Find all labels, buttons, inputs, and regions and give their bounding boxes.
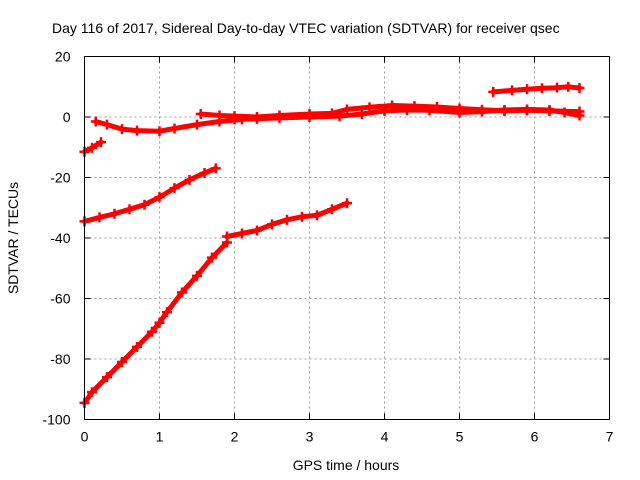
data-point (402, 105, 412, 116)
data-point (90, 116, 101, 127)
chart-title: Day 116 of 2017, Sidereal Day-to-day VTE… (52, 20, 560, 36)
series-arc3 (79, 163, 221, 227)
series-arc7 (229, 104, 585, 125)
ticks (84, 56, 610, 420)
x-tick-label: 7 (606, 429, 614, 445)
data-point (229, 114, 240, 125)
data-point (537, 83, 547, 94)
data-point (252, 113, 262, 124)
series-line (232, 106, 582, 122)
data-point (424, 105, 435, 116)
x-tick-label: 6 (531, 429, 539, 445)
data-point (154, 317, 165, 328)
data-point (342, 198, 352, 209)
data-point (488, 86, 499, 97)
data-point (192, 119, 202, 130)
data-point (132, 341, 142, 352)
series-layer (79, 81, 585, 408)
data-point (117, 124, 127, 135)
data-point (102, 372, 112, 383)
data-point (195, 108, 206, 119)
data-point (214, 110, 225, 121)
data-point (192, 270, 202, 281)
data-point (207, 252, 217, 263)
data-point (87, 142, 97, 153)
data-point (522, 104, 532, 115)
data-point (334, 111, 345, 122)
data-point (454, 107, 465, 118)
y-axis-label: SDTVAR / TECUs (5, 182, 21, 294)
data-point (199, 167, 210, 178)
data-point (379, 105, 390, 116)
x-tick-label: 0 (81, 429, 89, 445)
y-tick-label: -60 (50, 291, 70, 307)
x-tick-label: 3 (306, 429, 314, 445)
y-tick-label: -80 (50, 351, 70, 367)
data-point (574, 82, 585, 93)
y-tick-label: -100 (42, 412, 70, 428)
y-tick-label: 20 (55, 49, 71, 65)
data-point (124, 204, 135, 215)
data-point (327, 204, 337, 215)
x-tick-label: 4 (381, 429, 389, 445)
data-point (499, 105, 510, 116)
series-arc8 (488, 81, 585, 97)
data-point (477, 106, 487, 117)
data-point (102, 119, 112, 130)
data-point (132, 125, 142, 136)
data-point (267, 219, 277, 230)
data-point (544, 105, 555, 116)
data-point (357, 108, 367, 119)
series-line (82, 165, 219, 224)
data-point (563, 81, 574, 92)
data-point (297, 211, 307, 222)
data-point (139, 199, 150, 210)
data-point (274, 112, 285, 123)
y-tick-label: -20 (50, 170, 70, 186)
y-tick-label: 0 (63, 109, 71, 125)
data-point (169, 123, 180, 134)
series-arc1 (79, 137, 106, 157)
data-point (109, 208, 120, 219)
series-arc4 (79, 237, 232, 408)
x-axis-label: GPS time / hours (293, 457, 400, 473)
data-point (312, 210, 322, 221)
data-point (154, 192, 165, 203)
data-point (162, 307, 172, 318)
series-line (82, 240, 230, 406)
series-arc5 (222, 198, 352, 242)
data-point (117, 357, 127, 368)
data-point (87, 387, 97, 398)
data-point (94, 212, 105, 223)
data-point (252, 225, 262, 236)
data-point (552, 82, 562, 93)
data-point (522, 84, 532, 95)
data-point (282, 214, 292, 225)
x-tick-label: 5 (456, 429, 464, 445)
data-point (574, 110, 585, 121)
data-point (237, 228, 247, 239)
data-point (222, 231, 232, 242)
data-point (154, 126, 165, 137)
data-point (177, 287, 187, 298)
tick-labels: 0 1 2 3 4 5 6 7 -100 -80 -60 -40 -20 0 20 (42, 49, 613, 445)
data-point (184, 174, 195, 185)
y-tick-label: -40 (50, 230, 70, 246)
data-point (342, 104, 352, 115)
data-point (96, 137, 106, 148)
series-arc2 (90, 114, 247, 137)
data-point (507, 85, 517, 96)
x-tick-label: 1 (156, 429, 164, 445)
x-tick-label: 2 (231, 429, 239, 445)
data-point (169, 183, 180, 194)
data-point (210, 163, 221, 174)
data-point (304, 112, 315, 122)
data-point (559, 107, 570, 118)
data-point (147, 326, 157, 337)
